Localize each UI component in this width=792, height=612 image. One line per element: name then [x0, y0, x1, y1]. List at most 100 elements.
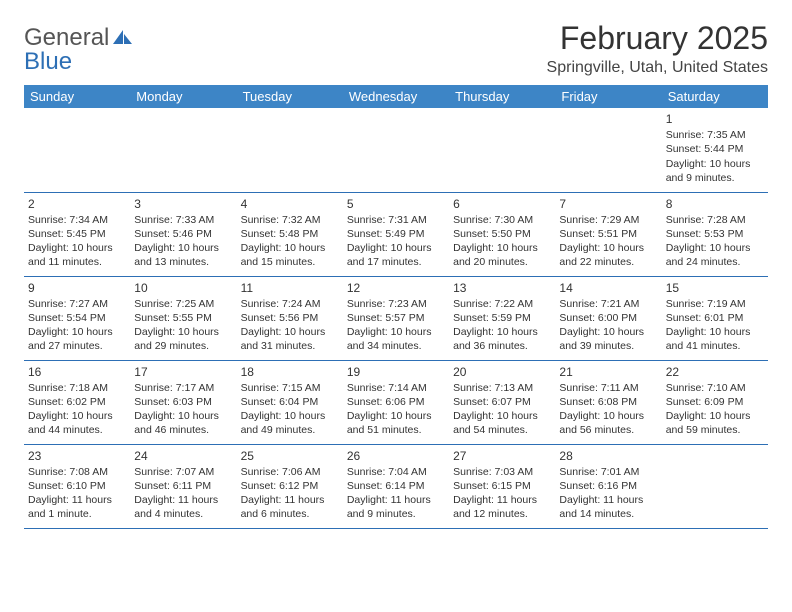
sunrise-line: Sunrise: 7:22 AM — [453, 297, 551, 311]
week-row: 1Sunrise: 7:35 AMSunset: 5:44 PMDaylight… — [24, 108, 768, 192]
day-number: 3 — [134, 196, 232, 212]
daylight-line: Daylight: 10 hours and 13 minutes. — [134, 241, 232, 269]
calendar-table: SundayMondayTuesdayWednesdayThursdayFrid… — [24, 85, 768, 528]
sunset-line: Sunset: 6:15 PM — [453, 479, 551, 493]
day-number: 19 — [347, 364, 445, 380]
day-number: 23 — [28, 448, 126, 464]
day-cell: 15Sunrise: 7:19 AMSunset: 6:01 PMDayligh… — [662, 276, 768, 360]
day-number: 8 — [666, 196, 764, 212]
calendar-body: 1Sunrise: 7:35 AMSunset: 5:44 PMDaylight… — [24, 108, 768, 528]
day-cell: 27Sunrise: 7:03 AMSunset: 6:15 PMDayligh… — [449, 444, 555, 528]
daylight-line: Daylight: 10 hours and 59 minutes. — [666, 409, 764, 437]
weekday-thursday: Thursday — [449, 85, 555, 108]
daylight-line: Daylight: 10 hours and 39 minutes. — [559, 325, 657, 353]
daylight-line: Daylight: 10 hours and 29 minutes. — [134, 325, 232, 353]
daylight-line: Daylight: 10 hours and 51 minutes. — [347, 409, 445, 437]
sunrise-line: Sunrise: 7:01 AM — [559, 465, 657, 479]
daylight-line: Daylight: 11 hours and 1 minute. — [28, 493, 126, 521]
day-cell: 22Sunrise: 7:10 AMSunset: 6:09 PMDayligh… — [662, 360, 768, 444]
sunset-line: Sunset: 6:08 PM — [559, 395, 657, 409]
day-number: 13 — [453, 280, 551, 296]
day-number: 18 — [241, 364, 339, 380]
sunrise-line: Sunrise: 7:29 AM — [559, 213, 657, 227]
empty-cell — [343, 108, 449, 192]
sunrise-line: Sunrise: 7:27 AM — [28, 297, 126, 311]
day-cell: 11Sunrise: 7:24 AMSunset: 5:56 PMDayligh… — [237, 276, 343, 360]
day-cell: 19Sunrise: 7:14 AMSunset: 6:06 PMDayligh… — [343, 360, 449, 444]
sunset-line: Sunset: 5:50 PM — [453, 227, 551, 241]
daylight-line: Daylight: 10 hours and 9 minutes. — [666, 157, 764, 185]
daylight-line: Daylight: 10 hours and 44 minutes. — [28, 409, 126, 437]
sunset-line: Sunset: 6:10 PM — [28, 479, 126, 493]
daylight-line: Daylight: 10 hours and 56 minutes. — [559, 409, 657, 437]
header: GeneralBlue February 2025 Springville, U… — [24, 20, 768, 77]
calendar-page: GeneralBlue February 2025 Springville, U… — [0, 0, 792, 529]
sunrise-line: Sunrise: 7:19 AM — [666, 297, 764, 311]
day-number: 11 — [241, 280, 339, 296]
sunrise-line: Sunrise: 7:17 AM — [134, 381, 232, 395]
sunset-line: Sunset: 5:56 PM — [241, 311, 339, 325]
day-number: 14 — [559, 280, 657, 296]
sunrise-line: Sunrise: 7:14 AM — [347, 381, 445, 395]
day-number: 22 — [666, 364, 764, 380]
sunrise-line: Sunrise: 7:31 AM — [347, 213, 445, 227]
day-cell: 4Sunrise: 7:32 AMSunset: 5:48 PMDaylight… — [237, 192, 343, 276]
week-row: 2Sunrise: 7:34 AMSunset: 5:45 PMDaylight… — [24, 192, 768, 276]
weekday-saturday: Saturday — [662, 85, 768, 108]
daylight-line: Daylight: 10 hours and 20 minutes. — [453, 241, 551, 269]
week-row: 9Sunrise: 7:27 AMSunset: 5:54 PM Daylight… — [24, 276, 768, 360]
day-number: 28 — [559, 448, 657, 464]
day-number: 9 — [28, 280, 126, 296]
day-cell: 5Sunrise: 7:31 AMSunset: 5:49 PMDaylight… — [343, 192, 449, 276]
day-number: 16 — [28, 364, 126, 380]
sunset-line: Sunset: 5:55 PM — [134, 311, 232, 325]
sunset-line: Sunset: 5:57 PM — [347, 311, 445, 325]
sunset-line: Sunset: 5:46 PM — [134, 227, 232, 241]
sunset-line: Sunset: 6:03 PM — [134, 395, 232, 409]
sunset-line: Sunset: 6:00 PM — [559, 311, 657, 325]
day-number: 4 — [241, 196, 339, 212]
day-cell: 16Sunrise: 7:18 AMSunset: 6:02 PMDayligh… — [24, 360, 130, 444]
day-number: 12 — [347, 280, 445, 296]
daylight-line: Daylight: 10 hours and 49 minutes. — [241, 409, 339, 437]
daylight-line: Daylight: 10 hours and 46 minutes. — [134, 409, 232, 437]
day-cell: 24Sunrise: 7:07 AMSunset: 6:11 PMDayligh… — [130, 444, 236, 528]
sunrise-line: Sunrise: 7:06 AM — [241, 465, 339, 479]
day-number: 26 — [347, 448, 445, 464]
sunrise-line: Sunrise: 7:18 AM — [28, 381, 126, 395]
day-number: 5 — [347, 196, 445, 212]
daylight-line: Daylight: 10 hours and 22 minutes. — [559, 241, 657, 269]
day-cell: 12Sunrise: 7:23 AMSunset: 5:57 PMDayligh… — [343, 276, 449, 360]
calendar-head: SundayMondayTuesdayWednesdayThursdayFrid… — [24, 85, 768, 108]
location: Springville, Utah, United States — [547, 59, 768, 77]
daylight-line: Daylight: 11 hours and 9 minutes. — [347, 493, 445, 521]
sunset-line: Sunset: 5:54 PM — [28, 311, 126, 325]
daylight-line: Daylight: 10 hours and 36 minutes. — [453, 325, 551, 353]
day-cell: 26Sunrise: 7:04 AMSunset: 6:14 PMDayligh… — [343, 444, 449, 528]
daylight-line: Daylight: 11 hours and 6 minutes. — [241, 493, 339, 521]
day-number: 17 — [134, 364, 232, 380]
daylight-line: Daylight: 10 hours and 41 minutes. — [666, 325, 764, 353]
empty-cell — [237, 108, 343, 192]
day-cell: 8Sunrise: 7:28 AMSunset: 5:53 PMDaylight… — [662, 192, 768, 276]
sunrise-line: Sunrise: 7:04 AM — [347, 465, 445, 479]
logo: GeneralBlue — [24, 20, 134, 74]
sunset-line: Sunset: 6:16 PM — [559, 479, 657, 493]
day-number: 15 — [666, 280, 764, 296]
sunrise-line: Sunrise: 7:07 AM — [134, 465, 232, 479]
day-number: 10 — [134, 280, 232, 296]
footer-rule — [24, 528, 768, 529]
day-cell: 14Sunrise: 7:21 AMSunset: 6:00 PMDayligh… — [555, 276, 661, 360]
day-number: 25 — [241, 448, 339, 464]
logo-text-1: General — [24, 26, 109, 50]
sunrise-line: Sunrise: 7:23 AM — [347, 297, 445, 311]
weekday-sunday: Sunday — [24, 85, 130, 108]
day-cell: 18Sunrise: 7:15 AMSunset: 6:04 PMDayligh… — [237, 360, 343, 444]
day-cell: 23Sunrise: 7:08 AMSunset: 6:10 PMDayligh… — [24, 444, 130, 528]
day-cell: 7Sunrise: 7:29 AMSunset: 5:51 PMDaylight… — [555, 192, 661, 276]
sunrise-line: Sunrise: 7:33 AM — [134, 213, 232, 227]
daylight-line: Daylight: 10 hours and 24 minutes. — [666, 241, 764, 269]
sunset-line: Sunset: 5:59 PM — [453, 311, 551, 325]
sunset-line: Sunset: 6:04 PM — [241, 395, 339, 409]
sunrise-line: Sunrise: 7:30 AM — [453, 213, 551, 227]
